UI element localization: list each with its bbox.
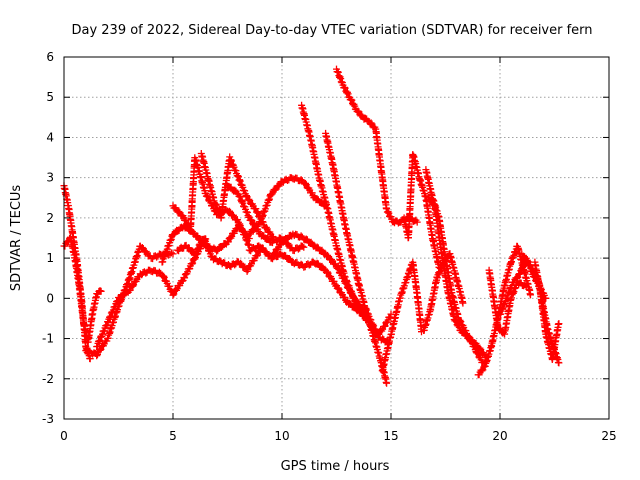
x-axis-label: GPS time / hours (281, 459, 390, 474)
series-sat-y (531, 258, 563, 367)
y-tick-label: -2 (42, 372, 54, 386)
series-sat-g (173, 235, 264, 275)
series-sat-p (378, 258, 425, 375)
plot-frame (63, 56, 610, 420)
y-tick-label: 3 (46, 171, 54, 185)
series-sat-q (400, 151, 443, 271)
marker-path (93, 235, 210, 351)
series-sat-v (485, 266, 530, 338)
marker-path (173, 235, 264, 275)
y-tick-label: 6 (46, 50, 54, 64)
y-tick-label: 1 (46, 251, 54, 265)
y-tick-label: -3 (42, 412, 54, 426)
marker-path (531, 258, 563, 367)
marker-path (424, 194, 491, 361)
y-tick-label: -1 (42, 332, 54, 346)
axis-ticks: -3 -2 -1 0 1 2 3 4 5 6 0 5 10 15 20 25 (42, 50, 617, 443)
series-sat-n (322, 129, 395, 338)
y-tick-label: 2 (46, 211, 54, 225)
x-tick-label: 10 (274, 429, 289, 443)
y-tick-label: 0 (46, 291, 54, 305)
series-sat-t (424, 194, 491, 361)
marker-path (485, 266, 530, 338)
series-sat-d (93, 235, 210, 351)
x-tick-label: 15 (383, 429, 398, 443)
x-tick-label: 20 (492, 429, 507, 443)
x-tick-label: 25 (601, 429, 616, 443)
y-axis-label: SDTVAR / TECUs (9, 185, 24, 292)
series-sat-j (245, 174, 330, 238)
marker-path (378, 258, 425, 375)
y-tick-label: 5 (46, 90, 54, 104)
marker-path (333, 65, 421, 227)
marker-path (400, 151, 443, 271)
data-markers (60, 65, 563, 387)
grid-lines (64, 57, 609, 419)
marker-path (322, 129, 395, 338)
marker-path (245, 174, 330, 238)
x-tick-label: 0 (60, 429, 68, 443)
y-tick-label: 4 (46, 130, 54, 144)
chart-title: Day 239 of 2022, Sidereal Day-to-day VTE… (71, 23, 592, 38)
x-tick-label: 5 (169, 429, 177, 443)
series-sat-o (333, 65, 421, 227)
